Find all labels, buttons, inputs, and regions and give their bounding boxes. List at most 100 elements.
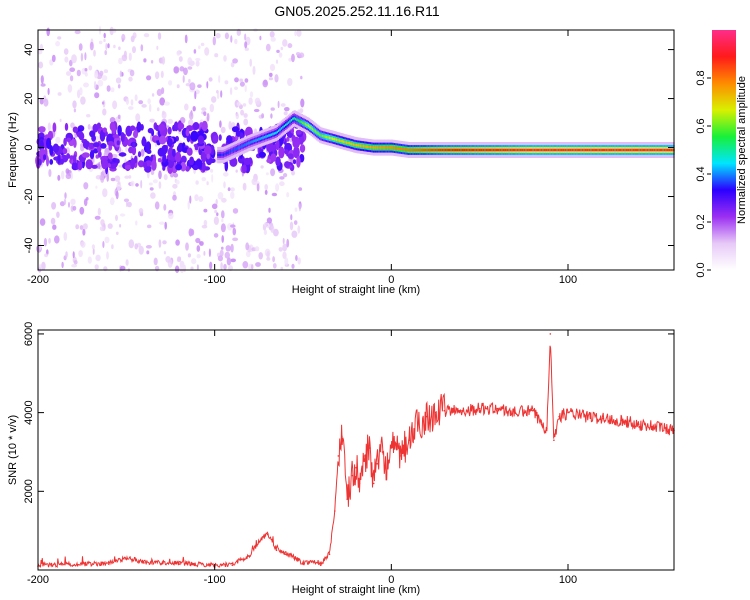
- spectrogram-ridge-core: [648, 148, 651, 152]
- spectrogram-cell: [195, 237, 201, 244]
- spectrogram-cell: [220, 90, 223, 98]
- snr-data-point: [293, 557, 296, 559]
- spectrogram-cell: [274, 74, 279, 83]
- spectrogram-cell: [208, 248, 211, 257]
- spectrogram-cell: [229, 157, 238, 167]
- snr-data-point: [302, 563, 304, 565]
- spectrogram-cell: [46, 155, 49, 167]
- spectrogram-cell: [125, 200, 128, 208]
- spectrogram-cell: [73, 260, 78, 265]
- spectrogram-ridge-core: [402, 148, 405, 151]
- spectrogram-cell: [117, 114, 121, 120]
- spectrogram-cell: [252, 65, 256, 75]
- spectrogram-cell: [135, 183, 139, 187]
- spectrogram-cell: [141, 136, 146, 147]
- spectrogram-cell: [279, 176, 285, 180]
- spectrogram-cell: [187, 253, 191, 258]
- spectrogram-cell: [158, 135, 167, 145]
- spectrogram-ridge-core: [410, 148, 414, 152]
- spectrogram-cell: [244, 41, 248, 49]
- spectrogram-ridge-core: [225, 152, 229, 155]
- spectrogram-ridge-core: [352, 143, 356, 146]
- spectrogram-cell: [195, 60, 200, 67]
- spectrogram-cell: [99, 129, 106, 142]
- snr-data-point: [478, 407, 481, 410]
- spectrogram-ridge-core: [368, 145, 371, 149]
- spectrogram-ridge-core: [300, 120, 303, 124]
- spectrogram-ridge-core: [644, 148, 647, 152]
- spectrogram-cell: [115, 77, 122, 84]
- spectrogram-ridge-core: [345, 141, 349, 144]
- spectrogram-cell: [70, 198, 76, 205]
- snr-data-point: [399, 455, 402, 457]
- spectrogram-ridge-core: [275, 131, 278, 135]
- spectrogram-ridge-core: [653, 148, 657, 152]
- snr-data-point: [364, 455, 366, 457]
- spectrogram-ridge-core: [255, 139, 258, 142]
- spectrogram-ridge-core: [430, 148, 433, 152]
- spectrogram-cell: [224, 80, 229, 85]
- spectrogram-cell: [142, 161, 148, 169]
- spectrogram-cell: [298, 203, 301, 212]
- spectrogram-ridge-core: [518, 148, 521, 152]
- spectrogram-cell: [193, 49, 197, 54]
- spectrogram-ridge-core: [618, 148, 621, 152]
- spectrogram-cell: [111, 244, 114, 250]
- spectrogram-ridge-core: [598, 148, 602, 152]
- spectrogram-cell: [113, 44, 116, 49]
- spectrogram-cell: [270, 153, 277, 162]
- spectrogram-cell: [293, 146, 300, 159]
- spectrogram-ridge-core: [408, 148, 411, 152]
- spectrogram-ridge-core: [639, 148, 643, 152]
- spectrogram-cell: [117, 84, 121, 89]
- spectrogram-cell: [235, 112, 239, 120]
- spectrogram-cell: [230, 187, 235, 192]
- colorbar-tick-label: 0.8: [695, 70, 707, 85]
- spectrogram-cell: [287, 153, 294, 159]
- spectrogram-ridge-core: [333, 137, 336, 141]
- spectrogram-cell: [244, 33, 247, 41]
- spectrogram-cell: [117, 181, 121, 185]
- spectrogram-cell: [130, 157, 136, 170]
- spectrogram-cell: [190, 266, 194, 271]
- spectrogram-cell: [249, 91, 254, 98]
- spectrogram-ridge-core: [303, 122, 306, 125]
- spectrogram-cell: [147, 171, 150, 179]
- spectrogram-cell: [290, 214, 293, 221]
- spectrogram-cell: [214, 209, 218, 214]
- spectrogram-cell: [211, 96, 217, 103]
- spectrogram-ridge-core: [450, 148, 453, 152]
- spectrogram-ridge-core: [252, 140, 255, 143]
- spectrogram-cell: [184, 103, 189, 111]
- spectrogram-cell: [103, 38, 106, 43]
- spectrogram-cell: [179, 264, 185, 274]
- spectrogram-cell: [43, 154, 47, 161]
- spectrogram-cell: [245, 242, 250, 251]
- spectrogram-cell: [151, 93, 155, 97]
- spectrogram-cell: [84, 52, 87, 61]
- snr-data-point: [376, 463, 379, 465]
- spectrogram-ridge-core: [290, 119, 294, 122]
- spectrogram-ridge-core: [276, 130, 279, 134]
- spectrogram-ridge-core: [304, 123, 308, 126]
- spectrogram-ridge-core: [403, 148, 407, 151]
- spectrogram-ridge-core: [389, 146, 392, 149]
- spectrogram-cell: [167, 126, 172, 135]
- spectrogram-ridge-core: [485, 148, 489, 152]
- spectrogram-ridge-core: [282, 126, 285, 129]
- spectrogram-cell: [118, 46, 121, 50]
- spectrogram-cell: [289, 221, 294, 231]
- spectrogram-cell: [124, 175, 130, 179]
- spectrogram-ridge-core: [591, 148, 595, 152]
- spectrogram-cell: [273, 228, 279, 237]
- spectrogram-cell: [228, 121, 232, 130]
- spectrogram-ridge-core: [367, 145, 370, 148]
- spectrogram-ridge-core: [471, 148, 474, 152]
- spectrogram-cells: [35, 25, 307, 274]
- spectrogram-cell: [295, 255, 298, 261]
- spectrogram-ridge-core: [543, 148, 547, 152]
- spectrogram-ridge-core: [477, 148, 480, 152]
- spectrogram-cell: [206, 181, 209, 186]
- spectrogram-cell: [147, 127, 154, 134]
- spectrogram-cell: [116, 140, 120, 146]
